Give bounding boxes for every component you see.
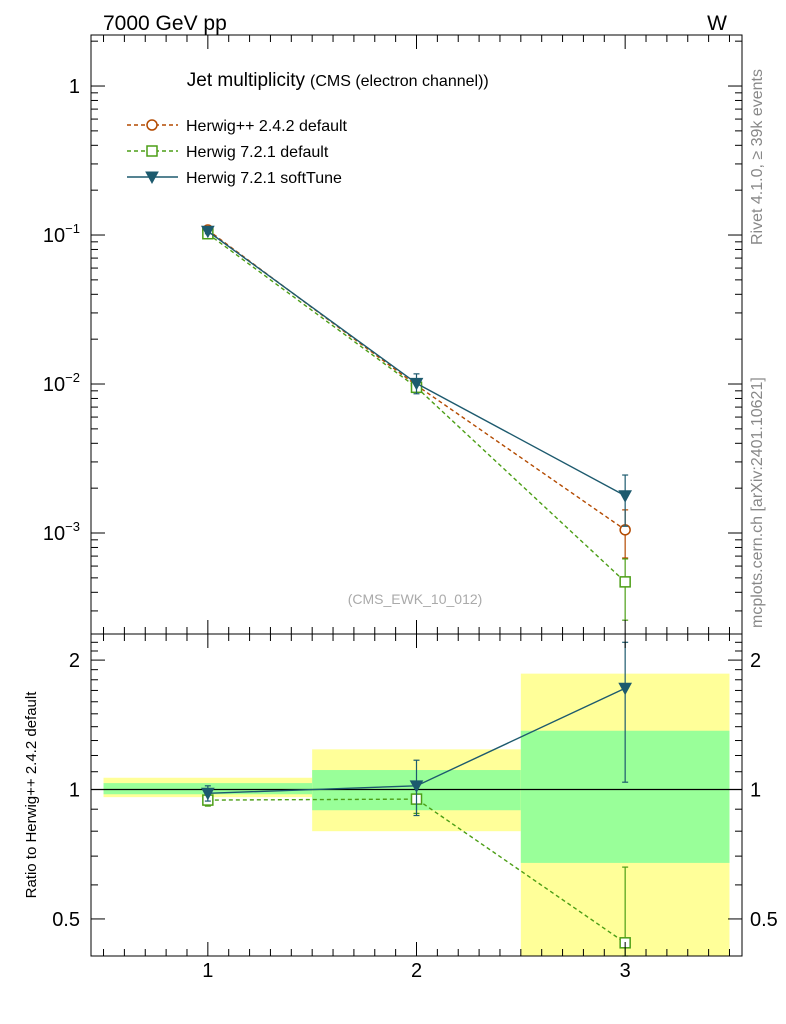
main-y-tick-label: 10−1: [43, 221, 80, 247]
legend: Herwig++ 2.4.2 default Herwig 7.2.1 defau…: [127, 118, 348, 187]
ratio-y-tick-label-left: 0.5: [52, 909, 80, 931]
ratio-y-tick-label-right: 1: [750, 780, 761, 802]
ratio-data-point: [201, 787, 215, 801]
rivet-label: Rivet 4.1.0, ≥ 39k events: [749, 69, 766, 245]
legend-label: Herwig 7.2.1 softTune: [186, 170, 342, 187]
main-data-point: [201, 225, 215, 239]
ratio-y-tick-label-right: 2: [750, 650, 761, 672]
x-tick-label: 1: [202, 960, 213, 982]
main-y-tick-label: 10−2: [43, 370, 80, 396]
ratio-y-tick-label-left: 1: [69, 780, 80, 802]
main-data-point: [409, 377, 424, 391]
mcplots-label: mcplots.cern.ch [arXiv:2401.10621]: [749, 377, 766, 628]
legend-label: Herwig++ 2.4.2 default: [186, 118, 348, 135]
main-series-1: [202, 227, 631, 621]
ratio-series-group: [201, 641, 632, 957]
main-y-tick-label: 1: [69, 76, 80, 98]
legend-marker: [146, 145, 158, 157]
header-right: W: [707, 12, 727, 35]
main-series-line-1: [207, 233, 626, 583]
ratio-y-tick-label-left: 2: [69, 650, 80, 672]
ratio-data-point: [618, 682, 632, 696]
legend-label: Herwig 7.2.1 default: [186, 144, 329, 161]
main-data-point: [619, 576, 631, 588]
x-tick-label: 3: [620, 960, 631, 982]
ratio-y-axis-label: Ratio to Herwig++ 2.4.2 default: [23, 691, 40, 899]
main-series-line-2: [207, 230, 626, 497]
main-y-tick-label: 10−3: [43, 519, 80, 545]
ratio-data-point: [409, 780, 424, 793]
legend-marker: [146, 119, 158, 131]
ratio-y-tick-label-right: 0.5: [750, 909, 778, 931]
legend-marker: [145, 171, 159, 185]
main-series-group: [201, 224, 632, 621]
main-series-2: [201, 225, 632, 527]
chart-subtitle: (CMS (electron channel)): [310, 73, 489, 90]
main-axis-ticks: 1 10−1 10−2 10−3: [43, 35, 742, 634]
x-tick-label: 2: [411, 960, 422, 982]
analysis-watermark: (CMS_EWK_10_012): [348, 591, 483, 607]
main-data-point: [618, 490, 632, 503]
header-left: 7000 GeV pp: [103, 12, 227, 35]
ratio-axis-ticks: 2 2 1 1 0.5 0.5 1 2 3: [52, 634, 778, 982]
chart-title: Jet multiplicity: [187, 70, 306, 91]
ratio-series-1: [201, 641, 632, 817]
